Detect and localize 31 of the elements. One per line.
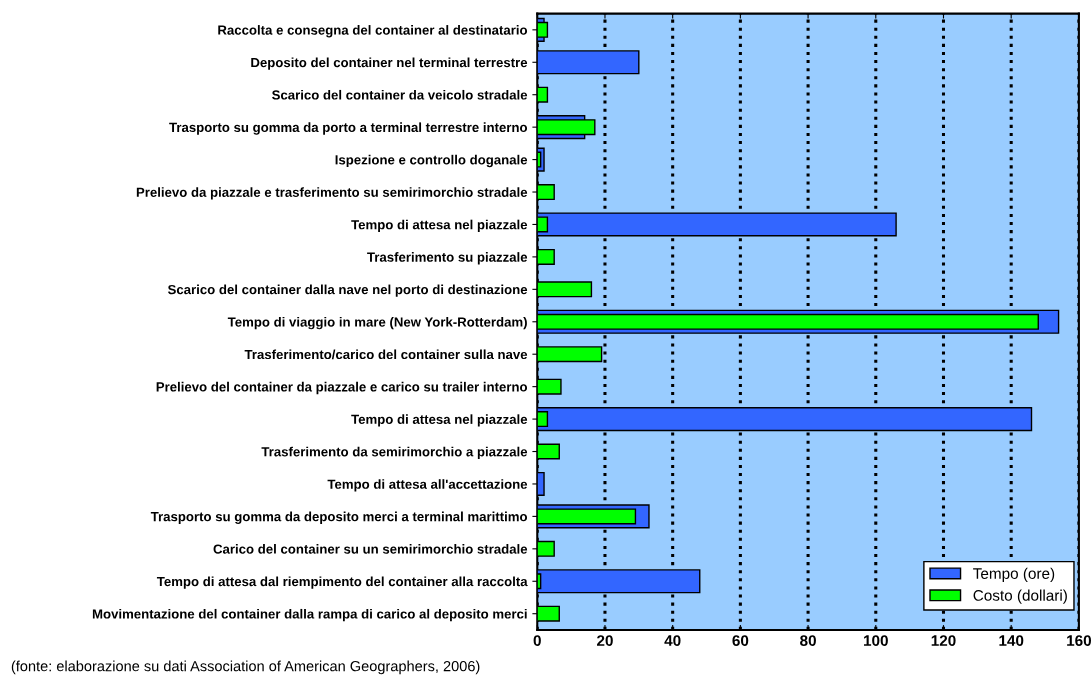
x-tick-label: 140	[999, 635, 1024, 647]
legend-label: Costo (dollari)	[973, 589, 1067, 604]
y-tick-label: Prelievo da piazzale e trasferimento su semirimorchio stradale	[136, 187, 528, 200]
x-tick-label: 0	[533, 635, 541, 647]
y-tick-label: Trasporto su gomma da deposito merci a terminal marittimo	[150, 511, 528, 524]
y-tick-label: Trasferimento da semirimorchio a piazzale	[261, 446, 528, 460]
y-tick-label: Tempo di viaggio in mare (New York-Rotterdam)	[227, 316, 527, 330]
y-tick-label: Tempo di attesa all'accettazione	[327, 479, 528, 492]
x-tick-label: 80	[800, 635, 816, 647]
y-tick-label: Trasporto su gomma da porto a terminal terrestre interno	[169, 122, 528, 135]
x-tick-label: 20	[597, 635, 613, 647]
y-tick-label: Movimentazione del container dalla rampa di carico al deposito merci	[92, 608, 527, 622]
y-tick-label: Trasferimento su piazzale	[367, 252, 528, 265]
x-tick-label: 120	[931, 635, 956, 647]
y-tick-label: Scarico del container dalla nave nel porto di destinazione	[167, 284, 528, 297]
y-tick-label: Deposito del container nel terminal terrestre	[251, 57, 528, 70]
y-tick-label: Tempo di attesa nel piazzale	[351, 414, 528, 427]
legend-label: Tempo (ore)	[973, 567, 1055, 582]
y-tick-label: Ispezione e controllo doganale	[335, 154, 528, 168]
y-tick-label: Tempo di attesa nel piazzale	[351, 219, 528, 232]
text: (fonte: elaborazione su dati Association of American Geographers, 2006)	[11, 660, 480, 675]
y-tick-label: Trasferimento/carico del container sulla nave	[244, 349, 528, 360]
y-tick-label: Tempo di attesa dal riempimento del container alla raccolta	[156, 576, 528, 589]
x-tick-label: 100	[864, 635, 888, 647]
x-tick-label: 60	[732, 635, 749, 647]
x-tick-label: 160	[1067, 635, 1092, 647]
y-tick-label: Prelievo del container da piazzale e carico su trailer interno	[156, 381, 528, 395]
x-tick-label: 40	[664, 635, 681, 647]
y-tick-label: Carico del container su un semirimorchio stradale	[213, 544, 528, 554]
y-tick-label: Raccolta e consegna del container al destinatario	[218, 25, 528, 38]
y-tick-label: Scarico del container da veicolo stradale	[272, 89, 528, 100]
